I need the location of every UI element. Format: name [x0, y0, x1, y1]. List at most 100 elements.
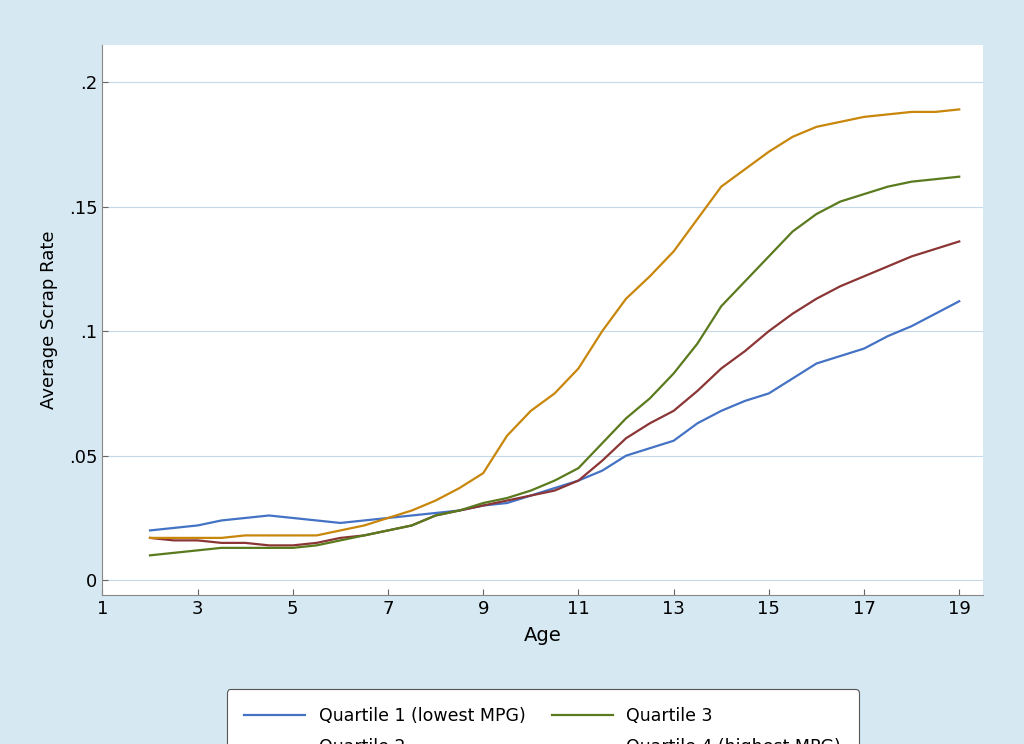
Quartile 2 — [263, 541, 275, 550]
Quartile 4 (highest MPG) — [358, 521, 371, 530]
Quartile 2 — [739, 347, 752, 356]
Quartile 4 (highest MPG) — [549, 389, 561, 398]
Quartile 3 — [572, 464, 585, 472]
Quartile 1 (lowest MPG) — [596, 466, 608, 475]
X-axis label: Age: Age — [524, 626, 561, 645]
Quartile 3 — [334, 536, 346, 545]
Quartile 4 (highest MPG) — [191, 533, 204, 542]
Quartile 3 — [930, 175, 942, 184]
Quartile 3 — [191, 546, 204, 555]
Quartile 4 (highest MPG) — [739, 164, 752, 173]
Quartile 1 (lowest MPG) — [905, 321, 918, 330]
Quartile 3 — [644, 394, 656, 403]
Quartile 4 (highest MPG) — [501, 432, 513, 440]
Quartile 4 (highest MPG) — [477, 469, 489, 478]
Quartile 2 — [835, 282, 847, 291]
Quartile 3 — [429, 511, 441, 520]
Quartile 3 — [620, 414, 632, 423]
Quartile 1 (lowest MPG) — [310, 516, 323, 525]
Quartile 1 (lowest MPG) — [715, 406, 727, 415]
Quartile 3 — [786, 227, 799, 236]
Quartile 3 — [168, 548, 180, 557]
Quartile 3 — [263, 543, 275, 552]
Quartile 4 (highest MPG) — [168, 533, 180, 542]
Quartile 1 (lowest MPG) — [786, 374, 799, 383]
Quartile 1 (lowest MPG) — [358, 516, 371, 525]
Quartile 1 (lowest MPG) — [644, 443, 656, 452]
Quartile 2 — [143, 533, 156, 542]
Quartile 1 (lowest MPG) — [524, 491, 537, 500]
Quartile 4 (highest MPG) — [310, 531, 323, 540]
Quartile 1 (lowest MPG) — [334, 519, 346, 527]
Quartile 1 (lowest MPG) — [953, 297, 966, 306]
Quartile 1 (lowest MPG) — [287, 513, 299, 522]
Quartile 3 — [810, 210, 822, 219]
Quartile 3 — [549, 476, 561, 485]
Quartile 1 (lowest MPG) — [549, 484, 561, 493]
Quartile 3 — [691, 339, 703, 348]
Quartile 4 (highest MPG) — [882, 110, 894, 119]
Quartile 2 — [524, 491, 537, 500]
Quartile 4 (highest MPG) — [691, 214, 703, 223]
Quartile 2 — [191, 536, 204, 545]
Y-axis label: Average Scrap Rate: Average Scrap Rate — [40, 231, 57, 409]
Quartile 1 (lowest MPG) — [382, 513, 394, 522]
Quartile 3 — [287, 543, 299, 552]
Quartile 1 (lowest MPG) — [763, 389, 775, 398]
Line: Quartile 2: Quartile 2 — [150, 242, 959, 545]
Quartile 2 — [691, 386, 703, 395]
Quartile 1 (lowest MPG) — [477, 501, 489, 510]
Quartile 1 (lowest MPG) — [215, 516, 227, 525]
Quartile 4 (highest MPG) — [454, 484, 466, 493]
Quartile 3 — [454, 506, 466, 515]
Quartile 1 (lowest MPG) — [739, 397, 752, 405]
Quartile 3 — [310, 541, 323, 550]
Quartile 1 (lowest MPG) — [620, 451, 632, 460]
Quartile 4 (highest MPG) — [143, 533, 156, 542]
Quartile 4 (highest MPG) — [763, 147, 775, 156]
Quartile 2 — [477, 501, 489, 510]
Quartile 2 — [454, 506, 466, 515]
Quartile 3 — [882, 182, 894, 191]
Quartile 4 (highest MPG) — [668, 247, 680, 256]
Quartile 4 (highest MPG) — [835, 118, 847, 126]
Quartile 3 — [358, 531, 371, 540]
Line: Quartile 4 (highest MPG): Quartile 4 (highest MPG) — [150, 109, 959, 538]
Quartile 2 — [501, 496, 513, 505]
Quartile 2 — [215, 539, 227, 548]
Quartile 2 — [572, 476, 585, 485]
Quartile 4 (highest MPG) — [287, 531, 299, 540]
Quartile 3 — [668, 369, 680, 378]
Quartile 2 — [382, 526, 394, 535]
Quartile 2 — [953, 237, 966, 246]
Quartile 4 (highest MPG) — [406, 506, 418, 515]
Quartile 3 — [239, 543, 251, 552]
Quartile 4 (highest MPG) — [596, 327, 608, 336]
Quartile 1 (lowest MPG) — [454, 506, 466, 515]
Quartile 3 — [382, 526, 394, 535]
Quartile 1 (lowest MPG) — [406, 511, 418, 520]
Quartile 1 (lowest MPG) — [501, 498, 513, 507]
Quartile 4 (highest MPG) — [524, 406, 537, 415]
Quartile 3 — [406, 521, 418, 530]
Quartile 2 — [905, 252, 918, 261]
Quartile 4 (highest MPG) — [429, 496, 441, 505]
Quartile 2 — [549, 486, 561, 495]
Quartile 2 — [930, 245, 942, 254]
Line: Quartile 3: Quartile 3 — [150, 176, 959, 555]
Line: Quartile 1 (lowest MPG): Quartile 1 (lowest MPG) — [150, 301, 959, 530]
Quartile 2 — [334, 533, 346, 542]
Quartile 2 — [858, 272, 870, 280]
Quartile 1 (lowest MPG) — [572, 476, 585, 485]
Quartile 1 (lowest MPG) — [858, 344, 870, 353]
Quartile 4 (highest MPG) — [810, 122, 822, 131]
Quartile 3 — [143, 551, 156, 559]
Quartile 2 — [168, 536, 180, 545]
Quartile 1 (lowest MPG) — [239, 513, 251, 522]
Quartile 4 (highest MPG) — [715, 182, 727, 191]
Quartile 2 — [715, 364, 727, 373]
Quartile 1 (lowest MPG) — [191, 521, 204, 530]
Quartile 4 (highest MPG) — [858, 112, 870, 121]
Quartile 2 — [239, 539, 251, 548]
Quartile 3 — [477, 498, 489, 507]
